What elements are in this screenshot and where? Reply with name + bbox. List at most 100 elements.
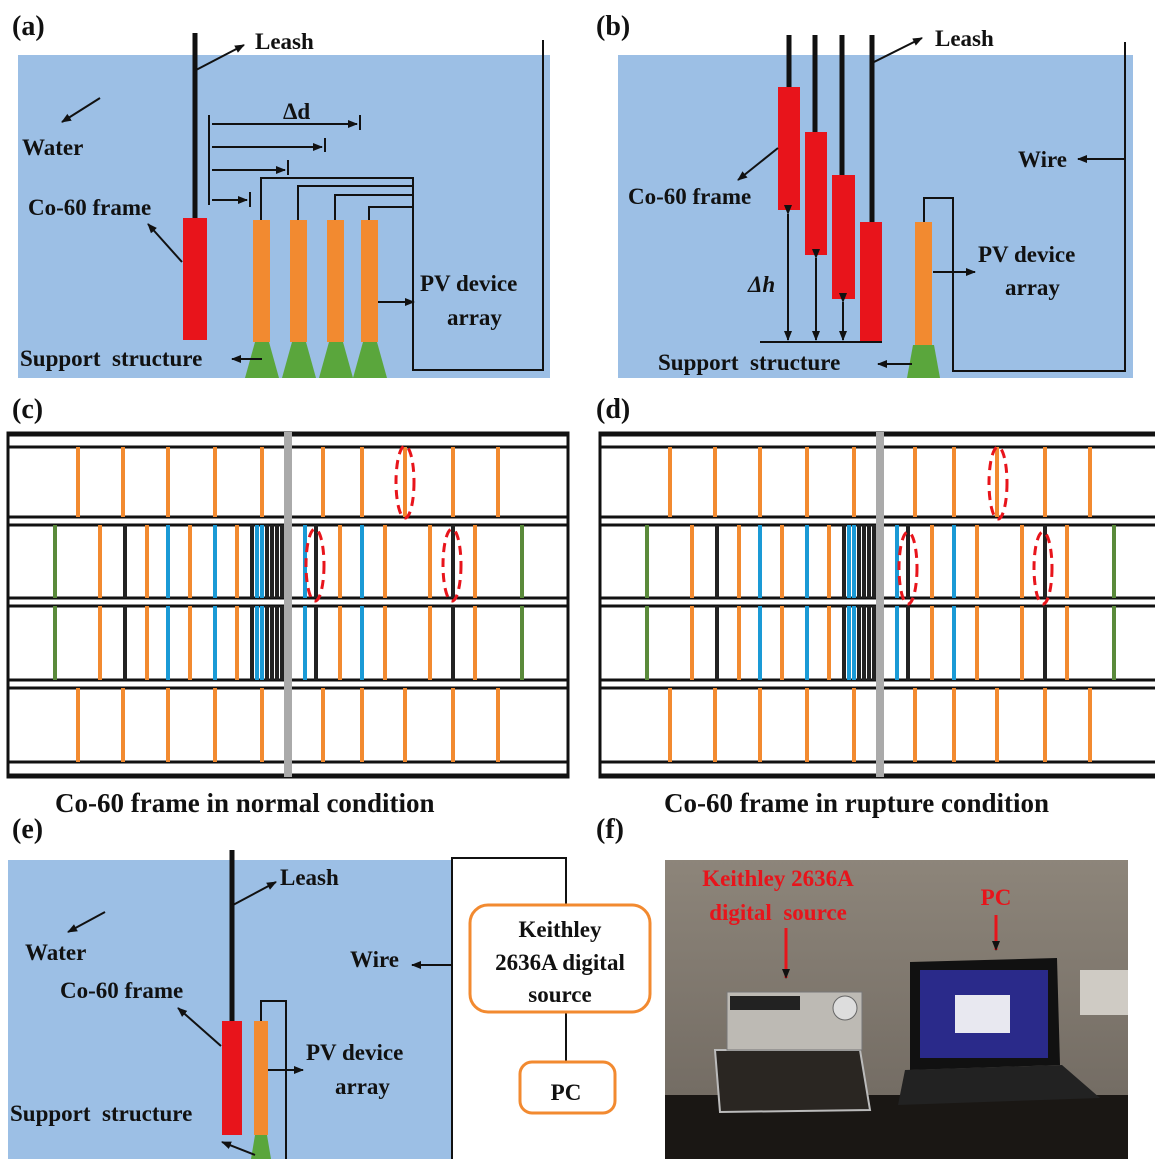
pv-strip: [906, 525, 910, 598]
pv-strip: [275, 606, 279, 680]
panel-label: (b): [596, 11, 630, 42]
pv-strip: [235, 606, 239, 680]
pv-strip: [867, 525, 871, 598]
pv-strip: [758, 606, 762, 680]
pv-strip: [76, 447, 80, 517]
pv-strip: [428, 525, 432, 598]
pc-label: PC: [551, 1080, 582, 1105]
pv-label: array: [335, 1074, 390, 1099]
pv-label: array: [447, 305, 502, 330]
panel-label: (d): [596, 394, 630, 425]
instrument-label: source: [528, 982, 591, 1007]
pv-strip: [213, 606, 217, 680]
pv-strip: [668, 447, 672, 517]
pv-strip: [713, 447, 717, 517]
pv-label: array: [1005, 275, 1060, 300]
pv-strip: [857, 525, 861, 598]
pv-strip: [360, 688, 364, 762]
support-label: Support structure: [20, 346, 202, 371]
pv-strip: [1043, 606, 1047, 680]
pv-strip: [952, 525, 956, 598]
instrument-label: digital source: [709, 900, 847, 925]
pv-strip: [906, 606, 910, 680]
pv-strip: [995, 447, 999, 517]
pv-strip: [145, 525, 149, 598]
pv-strip: [496, 447, 500, 517]
pv-strip: [265, 525, 269, 598]
pv-strip: [321, 688, 325, 762]
pv-strip: [852, 606, 856, 680]
pv-strip: [213, 688, 217, 762]
co60-frame: [183, 218, 207, 340]
pv-strip: [121, 447, 125, 517]
pv-strip: [145, 606, 149, 680]
leash-label: Leash: [280, 865, 339, 890]
pv-strip: [952, 688, 956, 762]
pv-strip: [872, 525, 876, 598]
pv-strip: [338, 525, 342, 598]
water-label: Water: [25, 940, 86, 965]
pv-strip: [737, 525, 741, 598]
pv-label: PV device: [978, 242, 1075, 267]
pv-label: PV device: [420, 271, 517, 296]
pv-strip: [53, 525, 57, 598]
pv-strip: [270, 606, 274, 680]
pv-strip: [275, 525, 279, 598]
water-label: Water: [22, 135, 83, 160]
pv-strip: [260, 606, 264, 680]
pv-strip: [451, 606, 455, 680]
pv-strip: [852, 525, 856, 598]
pv-strip: [758, 688, 762, 762]
pv-strip: [847, 525, 851, 598]
pv-strip: [188, 525, 192, 598]
pv-strip: [520, 525, 524, 598]
pv-strip: [451, 688, 455, 762]
pv-strip: [1043, 688, 1047, 762]
pv-strip: [857, 606, 861, 680]
pv-strip: [451, 447, 455, 517]
pv-strip: [303, 606, 307, 680]
pv-strip: [280, 606, 284, 680]
delta-d-label: Δd: [283, 99, 310, 124]
window: [955, 995, 1010, 1033]
co60-frame: [222, 1021, 242, 1135]
caption: Co-60 frame in normal condition: [55, 788, 434, 818]
pv-strip: [321, 447, 325, 517]
pv-strip: [166, 606, 170, 680]
pv-strip: [690, 525, 694, 598]
pv-strip: [1112, 606, 1116, 680]
pv-strip: [473, 606, 477, 680]
pv-strip: [213, 525, 217, 598]
pv-strip: [975, 525, 979, 598]
pv-strip: [360, 447, 364, 517]
wire-label: Wire: [1018, 147, 1067, 172]
pv-strip: [952, 606, 956, 680]
panel-label: (f): [596, 814, 624, 845]
pv-strip: [930, 606, 934, 680]
pv-strip: [645, 606, 649, 680]
pv-strip: [383, 606, 387, 680]
pv-strip: [780, 525, 784, 598]
leash-label: Leash: [935, 26, 994, 51]
pv-strip: [952, 447, 956, 517]
pv-strip: [260, 688, 264, 762]
pv-strip: [213, 447, 217, 517]
pv-strip: [428, 606, 432, 680]
pv-strip: [842, 606, 846, 680]
socket: [1080, 970, 1128, 1015]
pv-strip: [280, 525, 284, 598]
pv-strip: [265, 606, 269, 680]
panel-f: (f) Keithley 2636A digital source PC: [596, 814, 1128, 1159]
pv-strip: [1088, 447, 1092, 517]
pv-strip: [166, 447, 170, 517]
pv-strip: [1065, 606, 1069, 680]
pv-strip: [188, 606, 192, 680]
delta-h-label: Δh: [747, 272, 775, 297]
pv-strip: [1020, 525, 1024, 598]
pv-strip: [852, 447, 856, 517]
pv-strip: [895, 606, 899, 680]
support-label: Support structure: [658, 350, 840, 375]
instrument-display: [730, 996, 800, 1010]
panel-b: (b) Leash Wire Co-60 frame Δh PV device …: [596, 11, 1133, 378]
pv-strip: [852, 688, 856, 762]
